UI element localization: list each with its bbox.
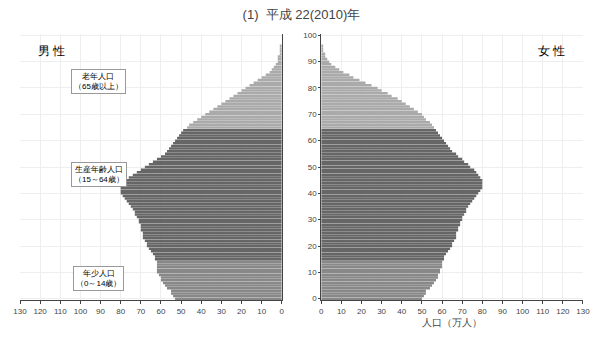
svg-text:90: 90 bbox=[96, 307, 105, 316]
svg-text:100: 100 bbox=[303, 31, 317, 40]
svg-text:100: 100 bbox=[74, 307, 88, 316]
svg-text:20: 20 bbox=[308, 242, 317, 251]
svg-text:0: 0 bbox=[319, 307, 324, 316]
svg-text:10: 10 bbox=[257, 307, 266, 316]
svg-text:人口（万人）: 人口（万人） bbox=[422, 317, 482, 328]
svg-text:80: 80 bbox=[116, 307, 125, 316]
svg-text:男 性: 男 性 bbox=[38, 44, 65, 58]
svg-text:40: 40 bbox=[308, 189, 317, 198]
svg-text:年少人口（0～14歳）: 年少人口（0～14歳） bbox=[76, 269, 121, 288]
svg-text:70: 70 bbox=[136, 307, 145, 316]
svg-text:(1) 平成 22(2010)年: (1) 平成 22(2010)年 bbox=[243, 7, 361, 22]
svg-text:老年人口（65歳以上）: 老年人口（65歳以上） bbox=[74, 72, 123, 91]
svg-text:100: 100 bbox=[516, 307, 530, 316]
svg-text:90: 90 bbox=[498, 307, 507, 316]
svg-text:20: 20 bbox=[357, 307, 366, 316]
svg-text:30: 30 bbox=[377, 307, 386, 316]
svg-text:40: 40 bbox=[397, 307, 406, 316]
svg-text:110: 110 bbox=[54, 307, 67, 316]
svg-text:0: 0 bbox=[280, 307, 285, 316]
svg-text:生産年齢人口（15～64歳）: 生産年齢人口（15～64歳） bbox=[74, 165, 124, 184]
svg-text:10: 10 bbox=[308, 268, 317, 277]
svg-text:50: 50 bbox=[177, 307, 186, 316]
svg-text:10: 10 bbox=[337, 307, 346, 316]
svg-text:60: 60 bbox=[308, 136, 317, 145]
svg-text:80: 80 bbox=[478, 307, 487, 316]
svg-text:50: 50 bbox=[308, 163, 317, 172]
svg-text:110: 110 bbox=[536, 307, 549, 316]
svg-text:130: 130 bbox=[576, 307, 590, 316]
svg-text:120: 120 bbox=[556, 307, 570, 316]
svg-text:0: 0 bbox=[312, 294, 317, 303]
svg-text:90: 90 bbox=[308, 57, 317, 66]
svg-text:130: 130 bbox=[13, 307, 27, 316]
svg-text:20: 20 bbox=[237, 307, 246, 316]
svg-text:50: 50 bbox=[417, 307, 426, 316]
svg-text:30: 30 bbox=[308, 215, 317, 224]
svg-text:60: 60 bbox=[438, 307, 447, 316]
svg-text:70: 70 bbox=[308, 110, 317, 119]
svg-text:60: 60 bbox=[157, 307, 166, 316]
svg-text:80: 80 bbox=[308, 84, 317, 93]
svg-text:120: 120 bbox=[33, 307, 47, 316]
svg-text:40: 40 bbox=[197, 307, 206, 316]
svg-text:女 性: 女 性 bbox=[538, 44, 565, 58]
svg-text:30: 30 bbox=[217, 307, 226, 316]
svg-text:70: 70 bbox=[458, 307, 467, 316]
